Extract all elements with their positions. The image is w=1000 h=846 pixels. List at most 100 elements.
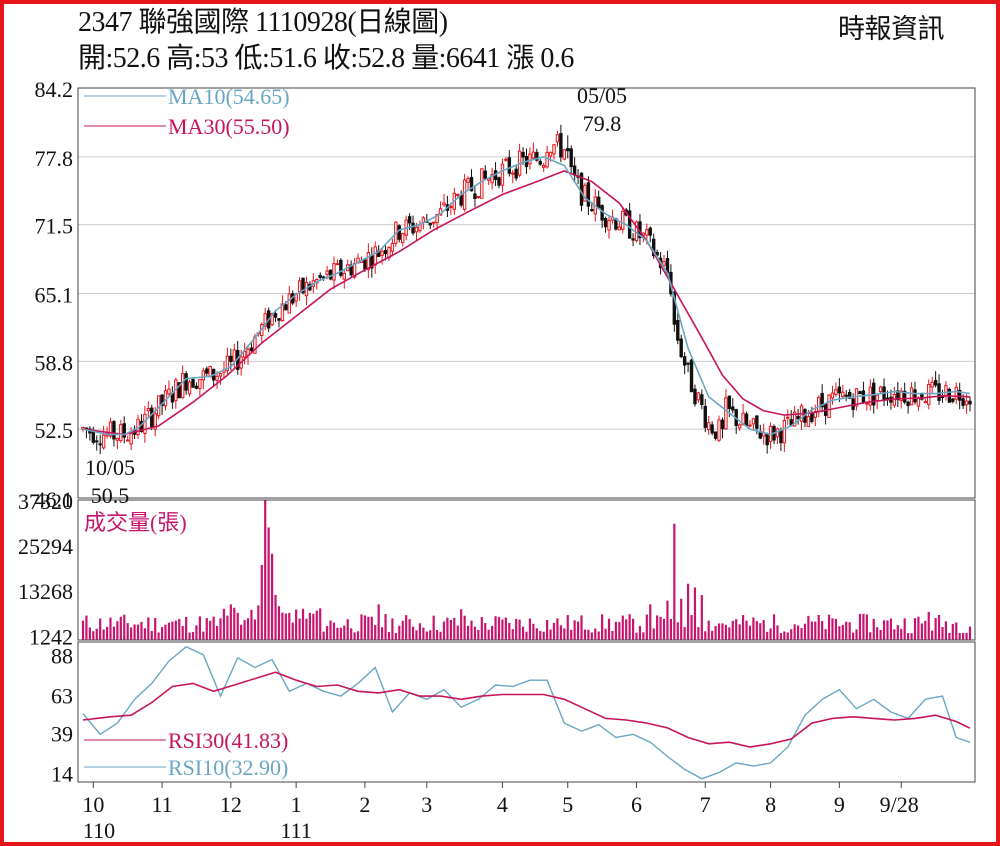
candlestick xyxy=(679,334,683,359)
candle-body xyxy=(569,148,573,168)
volume-bar xyxy=(167,622,171,640)
candle-body xyxy=(428,222,432,226)
candlestick xyxy=(397,224,401,243)
candle-body xyxy=(459,194,463,206)
volume-bar xyxy=(105,626,109,640)
candlestick xyxy=(786,409,790,425)
candlestick xyxy=(844,390,848,402)
candlestick xyxy=(342,269,346,289)
volume-bar xyxy=(119,616,122,640)
price-panel xyxy=(77,87,976,499)
candle-body xyxy=(830,392,835,399)
candle-body xyxy=(277,318,281,321)
candlestick xyxy=(215,371,219,390)
volume-bar xyxy=(735,619,738,640)
volume-bar xyxy=(329,620,332,640)
volume-bar xyxy=(666,600,669,640)
candle-body xyxy=(225,355,230,371)
volume-bar xyxy=(497,617,501,640)
candle-body xyxy=(717,419,721,441)
volume-bar xyxy=(907,633,910,640)
candle-body xyxy=(401,233,405,244)
volume-bar xyxy=(772,614,776,640)
candle-body xyxy=(449,205,453,208)
volume-bar xyxy=(958,632,961,640)
candle-body xyxy=(201,370,206,381)
volume-bar xyxy=(425,631,428,640)
candle-body xyxy=(792,411,797,427)
volume-bar xyxy=(793,624,796,640)
candlestick xyxy=(744,411,749,427)
candlestick xyxy=(676,312,680,345)
volume-bar xyxy=(580,615,583,640)
candle-body xyxy=(731,406,735,411)
chart-title: 2347 聯強國際 1110928(日線圖) xyxy=(78,7,448,38)
volume-bar xyxy=(288,612,291,640)
candlestick xyxy=(143,406,147,443)
candlestick xyxy=(737,423,742,432)
candle-body xyxy=(586,182,591,207)
candle-body xyxy=(466,178,470,183)
x-tick-label: 3 xyxy=(421,792,432,817)
candle-body xyxy=(696,392,701,401)
volume-bar xyxy=(429,630,432,640)
volume-bar xyxy=(944,621,948,640)
volume-bar xyxy=(339,627,342,640)
candle-body xyxy=(108,421,113,437)
volume-bar xyxy=(931,630,934,640)
candle-body xyxy=(707,422,711,431)
volume-bar xyxy=(821,620,824,640)
candle-body xyxy=(507,157,512,174)
candlestick xyxy=(686,362,690,373)
volume-bar xyxy=(563,628,566,640)
volume-bar xyxy=(731,620,734,640)
volume-bar xyxy=(274,594,277,640)
volume-bar xyxy=(233,607,236,640)
volume-bar xyxy=(807,615,810,640)
volume-bar xyxy=(88,627,91,640)
candlestick xyxy=(373,241,377,274)
candlestick xyxy=(875,394,879,410)
candlestick xyxy=(297,277,302,301)
volume-bar xyxy=(446,617,449,640)
candle-body xyxy=(198,379,202,390)
panel-frames xyxy=(77,87,976,783)
candle-body xyxy=(321,276,326,279)
volume-bar xyxy=(439,631,442,640)
candle-body xyxy=(177,382,181,399)
volume-bar xyxy=(955,622,958,640)
volume-bar xyxy=(515,618,518,640)
volume-bar xyxy=(140,621,143,640)
candlestick xyxy=(627,202,632,239)
candle-body xyxy=(500,163,505,186)
candlestick xyxy=(707,416,711,435)
volume-bar xyxy=(398,625,401,640)
volume-bar xyxy=(676,622,679,640)
volume-bar xyxy=(487,629,490,640)
volume-bar xyxy=(903,618,906,640)
volume-bar xyxy=(535,628,538,640)
annotation-value: 79.8 xyxy=(583,111,622,136)
volume-bar xyxy=(934,618,937,640)
candlestick xyxy=(689,358,694,393)
volume-bar xyxy=(683,627,686,640)
volume-bar xyxy=(607,618,611,640)
volume-bar xyxy=(659,616,662,640)
volume-bar xyxy=(243,620,246,640)
ma10-legend-label: MA10(54.65) xyxy=(168,84,290,109)
candle-body xyxy=(648,227,652,236)
volume-bar xyxy=(601,614,604,640)
candle-body xyxy=(954,386,958,400)
candlestick xyxy=(263,307,267,331)
volume-bar xyxy=(937,614,941,640)
x-tick-label: 8 xyxy=(765,792,776,817)
candle-body xyxy=(868,386,872,406)
candle-body xyxy=(865,402,869,405)
x-year-label: 111 xyxy=(280,818,311,843)
volume-bar xyxy=(810,621,813,640)
candle-body xyxy=(652,238,656,257)
volume-bar xyxy=(635,632,638,640)
candle-body xyxy=(686,362,690,365)
volume-bar xyxy=(827,614,831,640)
